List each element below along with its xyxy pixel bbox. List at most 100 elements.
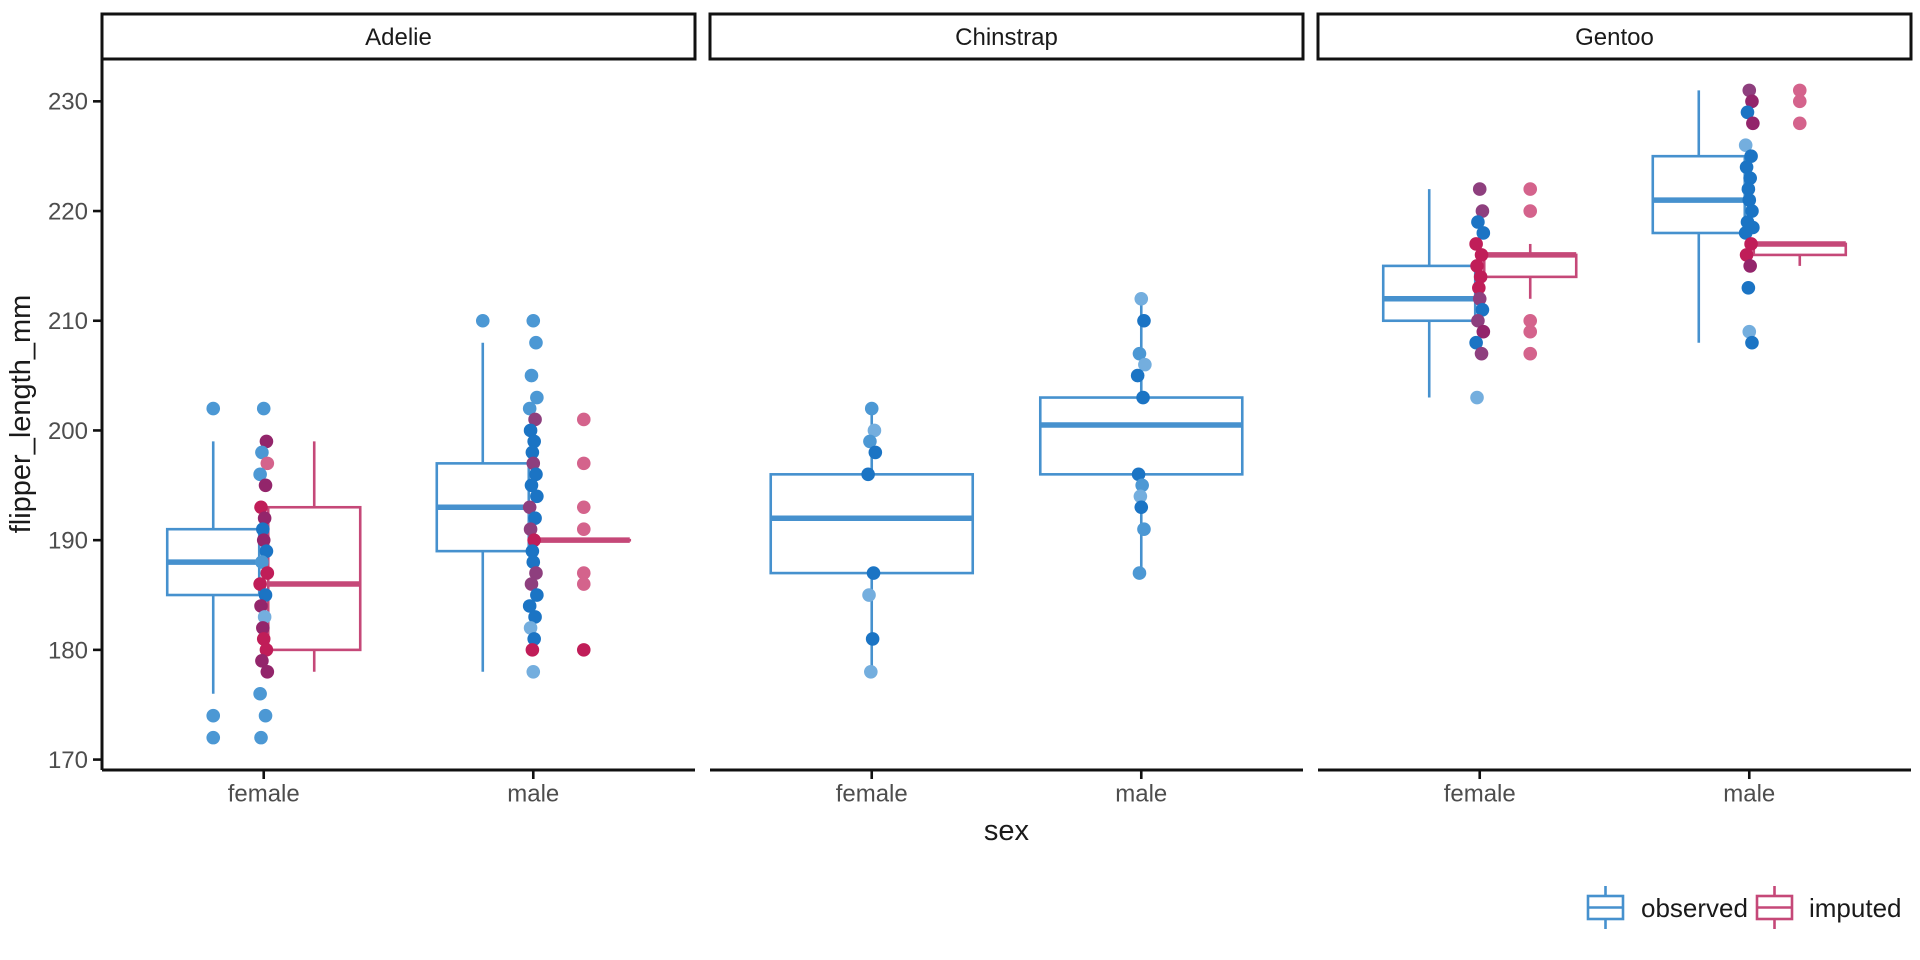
data-point bbox=[529, 566, 543, 580]
data-point bbox=[1746, 116, 1760, 131]
y-axis-tick-label: 230 bbox=[48, 89, 88, 116]
data-point bbox=[1470, 259, 1484, 273]
data-point bbox=[526, 456, 541, 471]
data-point bbox=[254, 599, 268, 613]
observed-box-gentoo-male bbox=[1651, 154, 1747, 235]
data-point bbox=[1740, 105, 1755, 120]
data-point bbox=[1471, 313, 1485, 328]
data-point bbox=[867, 423, 882, 438]
data-point bbox=[526, 555, 541, 569]
data-point bbox=[528, 610, 542, 624]
data-point bbox=[259, 434, 274, 449]
data-point bbox=[1741, 281, 1756, 295]
data-point bbox=[1470, 390, 1484, 405]
data-point bbox=[1474, 346, 1489, 361]
data-point bbox=[253, 467, 267, 482]
data-point bbox=[526, 665, 541, 679]
data-point bbox=[524, 368, 539, 383]
data-point bbox=[1134, 500, 1149, 515]
data-point bbox=[258, 588, 273, 602]
imputed-outlier-point bbox=[1523, 313, 1538, 328]
imputed-outlier-point bbox=[1523, 324, 1538, 339]
data-point bbox=[1132, 566, 1147, 580]
y-axis-title: flipper_length_mm bbox=[5, 295, 37, 534]
data-point bbox=[1739, 160, 1754, 174]
x-axis-tick-label: female bbox=[228, 780, 300, 807]
data-point bbox=[525, 445, 540, 460]
imputed-outlier-point bbox=[576, 456, 591, 471]
data-point bbox=[259, 544, 274, 558]
imputed-outlier-point bbox=[576, 500, 591, 515]
data-point bbox=[1472, 281, 1486, 295]
imputed-outlier-point bbox=[576, 566, 591, 580]
data-point bbox=[1745, 335, 1759, 350]
data-point bbox=[259, 643, 274, 657]
data-point bbox=[1471, 215, 1485, 229]
data-point bbox=[527, 434, 541, 449]
imputed-outlier-point bbox=[1792, 116, 1807, 131]
y-axis-tick-label: 200 bbox=[48, 418, 88, 445]
data-point bbox=[1743, 171, 1757, 185]
data-point bbox=[523, 423, 538, 438]
data-point bbox=[527, 533, 541, 547]
imputed-outlier-point bbox=[576, 643, 591, 657]
data-point bbox=[528, 511, 542, 526]
data-point bbox=[1135, 478, 1149, 493]
data-point bbox=[1137, 313, 1151, 328]
data-point bbox=[1743, 259, 1757, 273]
data-point bbox=[1472, 292, 1487, 306]
x-axis-tick-label: male bbox=[1115, 780, 1167, 807]
data-point bbox=[525, 643, 540, 657]
data-point bbox=[1136, 390, 1150, 405]
observed-box-chinstrap-male bbox=[1038, 396, 1244, 476]
data-point bbox=[1137, 522, 1151, 536]
facet-strip-label: Chinstrap bbox=[955, 24, 1058, 51]
data-point bbox=[257, 511, 272, 526]
data-point bbox=[861, 467, 875, 482]
data-point bbox=[862, 588, 876, 602]
observed-outlier-point bbox=[206, 730, 221, 745]
data-point bbox=[1742, 324, 1757, 339]
legend-label-imputed: imputed bbox=[1809, 893, 1902, 923]
facet-strip-adelie bbox=[100, 12, 697, 61]
data-point bbox=[530, 588, 544, 602]
observed-outlier-point bbox=[206, 401, 221, 416]
data-point bbox=[523, 522, 538, 536]
data-point bbox=[254, 500, 268, 515]
data-point bbox=[1745, 204, 1759, 218]
data-point bbox=[1475, 204, 1490, 218]
data-point bbox=[524, 577, 539, 591]
y-axis-tick-label: 210 bbox=[48, 308, 88, 335]
data-point bbox=[863, 434, 877, 449]
data-point bbox=[1739, 248, 1754, 262]
imputed-box-gentoo-female bbox=[1482, 253, 1578, 279]
data-point bbox=[530, 390, 544, 405]
legend-label-observed: observed bbox=[1641, 893, 1748, 923]
data-point bbox=[1744, 149, 1758, 163]
data-point bbox=[256, 632, 271, 646]
y-axis-tick-label: 190 bbox=[48, 528, 88, 555]
data-point bbox=[1131, 467, 1146, 482]
data-point bbox=[260, 456, 275, 471]
data-point bbox=[255, 555, 269, 569]
data-point bbox=[1744, 237, 1758, 251]
data-point bbox=[254, 730, 268, 745]
data-point bbox=[256, 533, 271, 547]
data-point bbox=[1738, 138, 1753, 153]
y-axis-tick-label: 170 bbox=[48, 747, 88, 774]
x-axis-tick-label: female bbox=[1444, 780, 1516, 807]
data-point bbox=[255, 445, 269, 460]
x-axis-tick-label: male bbox=[1723, 780, 1775, 807]
data-point bbox=[1741, 182, 1756, 196]
data-point bbox=[260, 665, 275, 679]
data-point bbox=[1472, 182, 1487, 196]
facet-strip-gentoo bbox=[1316, 12, 1913, 61]
facet-strip-label: Gentoo bbox=[1575, 24, 1654, 51]
data-point bbox=[1133, 489, 1148, 504]
x-axis-title: sex bbox=[984, 815, 1030, 847]
data-point bbox=[864, 401, 879, 416]
facet-strip-label: Adelie bbox=[365, 24, 432, 51]
imputed-outlier-point bbox=[576, 577, 591, 591]
data-point bbox=[1469, 335, 1483, 350]
